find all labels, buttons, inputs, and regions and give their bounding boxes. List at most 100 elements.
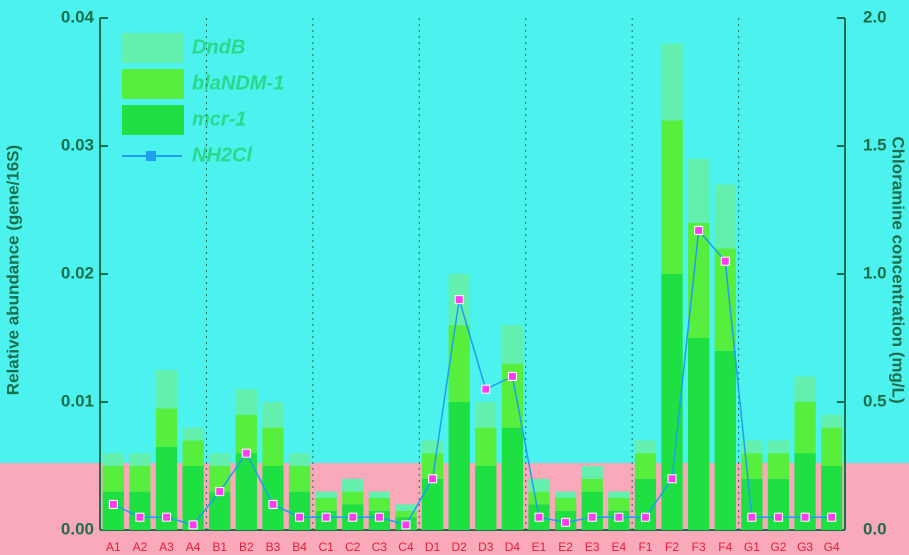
bar-segment	[794, 376, 816, 402]
bar-segment	[688, 158, 710, 223]
x-tick-label: C2	[345, 540, 361, 554]
bar-segment	[448, 325, 470, 402]
x-tick-label: G4	[824, 540, 840, 554]
bar-segment	[714, 248, 736, 351]
bar-segment	[688, 222, 710, 338]
y2-tick-label: 1.5	[863, 135, 887, 154]
bar-segment	[741, 440, 763, 454]
x-tick-label: C1	[318, 540, 334, 554]
line-marker	[481, 384, 491, 394]
legend-swatch	[122, 33, 184, 63]
bar-segment	[262, 402, 284, 428]
bar-segment	[129, 453, 151, 466]
x-tick-label: E3	[585, 540, 600, 554]
bar-segment	[767, 478, 790, 530]
bar-segment	[714, 350, 736, 530]
bar-segment	[741, 478, 763, 530]
bar-segment	[209, 491, 231, 530]
bar-segment	[129, 466, 151, 492]
bar-segment	[767, 453, 790, 479]
line-marker	[773, 512, 783, 522]
x-tick-label: G3	[797, 540, 813, 554]
line-marker	[720, 256, 730, 266]
bar-segment	[155, 370, 178, 409]
y-tick-label: 0.04	[61, 7, 95, 26]
y-tick-label: 0.00	[61, 519, 94, 538]
bar-segment	[209, 453, 231, 466]
bar-segment	[475, 402, 497, 428]
bar-segment	[554, 498, 577, 511]
x-tick-label: G1	[744, 540, 760, 554]
x-tick-label: G2	[770, 540, 786, 554]
x-tick-label: B4	[292, 540, 307, 554]
legend-marker	[146, 151, 156, 161]
x-tick-label: E2	[558, 540, 573, 554]
x-tick-label: D2	[452, 540, 468, 554]
line-marker	[694, 225, 704, 235]
line-marker	[241, 448, 251, 458]
bar-segment	[421, 478, 444, 530]
bar-segment	[794, 402, 816, 454]
bar-segment	[821, 414, 843, 428]
line-marker	[428, 474, 438, 484]
bar-segment	[767, 440, 790, 454]
bar-segment	[262, 466, 284, 530]
x-tick-label: C3	[372, 540, 388, 554]
bar-segment	[501, 325, 524, 364]
bar-segment	[714, 184, 736, 249]
bar-segment	[794, 453, 816, 530]
line	[112, 228, 832, 526]
x-tick-label: A2	[133, 540, 148, 554]
bar-segment	[342, 491, 364, 505]
x-tick-label: A3	[159, 540, 174, 554]
bar-segment	[608, 491, 630, 498]
bar-segment	[634, 478, 657, 530]
bar-segment	[102, 453, 124, 466]
legend-swatch	[122, 105, 184, 135]
line-marker	[268, 499, 278, 509]
y-axis-label: Relative abundance (gene/16S)	[3, 145, 22, 395]
x-tick-label: E4	[611, 540, 626, 554]
x-tick-label: D1	[425, 540, 441, 554]
line-marker	[587, 512, 597, 522]
bar-segment	[741, 453, 763, 479]
line-marker	[800, 512, 810, 522]
line-marker	[454, 295, 464, 305]
y-tick-label: 0.03	[61, 135, 94, 154]
legend-label: NH2Cl	[192, 144, 252, 166]
bar-segment	[102, 466, 124, 492]
line-marker	[507, 371, 517, 381]
bar-segment	[182, 440, 204, 466]
bar-segment	[688, 338, 710, 530]
line-marker	[162, 512, 172, 522]
bar-segment	[581, 491, 603, 530]
y2-tick-label: 0.0	[863, 519, 887, 538]
bar-segment	[182, 466, 204, 530]
bar-segment	[288, 453, 311, 466]
line-marker	[640, 512, 650, 522]
x-tick-label: D3	[478, 540, 494, 554]
x-tick-label: F3	[692, 540, 706, 554]
bar-segment	[315, 498, 337, 511]
x-tick-label: D4	[505, 540, 521, 554]
bar-segment	[661, 274, 683, 530]
x-tick-label: B2	[239, 540, 254, 554]
y-tick-label: 0.02	[61, 263, 94, 282]
x-tick-label: F2	[665, 540, 679, 554]
x-tick-label: A1	[106, 540, 121, 554]
bar-segment	[182, 427, 204, 441]
bar-segment	[235, 453, 257, 530]
line-marker	[108, 499, 118, 509]
line-marker	[321, 512, 331, 522]
line-marker	[188, 520, 198, 530]
bar-segment	[501, 427, 524, 530]
x-tick-label: F4	[718, 540, 732, 554]
y-tick-label: 0.01	[61, 391, 94, 410]
legend-swatch	[122, 69, 184, 99]
x-tick-label: A4	[186, 540, 201, 554]
bar-segment	[634, 453, 657, 479]
line-marker	[374, 512, 384, 522]
bar-segment	[129, 491, 151, 530]
x-tick-label: F1	[638, 540, 652, 554]
